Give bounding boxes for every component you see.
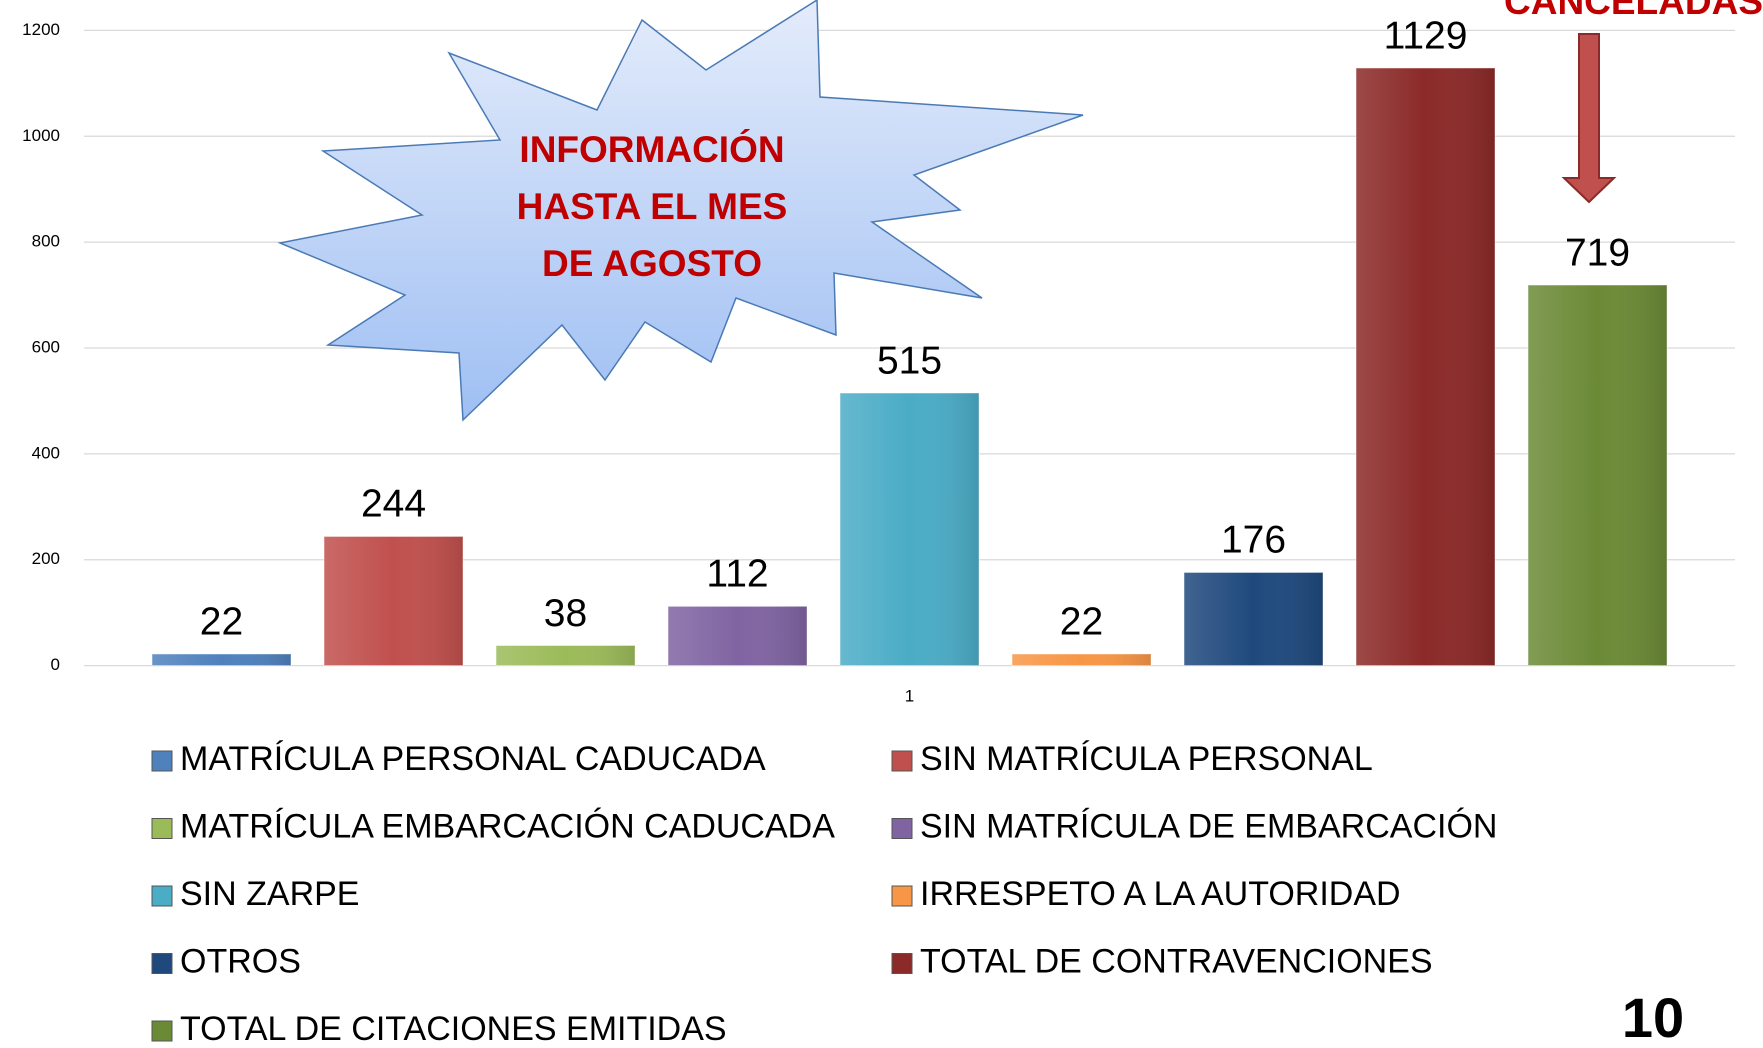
- x-tick-label: 1: [905, 686, 914, 705]
- legend: MATRÍCULA PERSONAL CADUCADA SIN MATRÍCULA…: [151, 740, 1497, 1048]
- arrow-annotation: CANCELADAS: [1504, 0, 1763, 22]
- value-label: 22: [200, 600, 243, 643]
- bar-shine: [152, 653, 291, 666]
- legend-swatch: [891, 818, 913, 839]
- y-tick-label: 1200: [22, 20, 60, 39]
- legend-label: IRRESPETO A LA AUTORIDAD: [920, 875, 1401, 913]
- legend-label: TOTAL DE CITACIONES EMITIDAS: [180, 1010, 727, 1048]
- value-label: 719: [1565, 231, 1630, 274]
- value-label: 22: [1060, 600, 1103, 643]
- legend-label: SIN MATRÍCULA PERSONAL: [920, 740, 1373, 778]
- value-label: 1129: [1384, 14, 1468, 57]
- y-tick-label: 1000: [22, 126, 60, 145]
- legend-label: OTROS: [180, 942, 301, 980]
- legend-swatch: [151, 1020, 173, 1042]
- legend-swatch: [151, 953, 173, 974]
- y-tick-label: 200: [32, 549, 60, 568]
- legend-swatch: [151, 750, 173, 772]
- legend-swatch: [151, 885, 173, 907]
- y-tick-label: 800: [32, 232, 60, 251]
- legend-swatch: [891, 953, 913, 974]
- legend-label: TOTAL DE CONTRAVENCIONES: [920, 942, 1433, 980]
- bars: 22 244 38 112 515 22 176 1129 719: [151, 14, 1668, 667]
- legend-label: SIN MATRÍCULA DE EMBARCACIÓN: [920, 807, 1497, 845]
- legend-swatch: [891, 750, 913, 772]
- value-label: 38: [544, 592, 587, 635]
- arrow: [1561, 33, 1617, 204]
- callout-line: DE AGOSTO: [542, 243, 762, 284]
- legend-label: MATRÍCULA PERSONAL CADUCADA: [180, 740, 766, 778]
- bar-shine: [840, 392, 979, 666]
- legend-label: MATRÍCULA EMBARCACIÓN CADUCADA: [180, 807, 835, 845]
- bar-shine: [496, 645, 635, 666]
- value-label: 515: [877, 339, 942, 382]
- bar-shine: [1528, 285, 1667, 666]
- bar-shine: [668, 606, 807, 666]
- bar-shine: [1184, 572, 1323, 666]
- y-tick-label: 400: [32, 443, 60, 462]
- y-tick-label: 600: [32, 337, 60, 356]
- y-tick-label: 0: [51, 655, 60, 674]
- callout-line: HASTA EL MES: [517, 186, 788, 227]
- page-number: 10: [1622, 986, 1684, 1048]
- legend-swatch: [891, 885, 913, 907]
- bar-shine: [1356, 67, 1495, 666]
- bar-shine: [1012, 653, 1151, 666]
- value-label: 112: [706, 553, 768, 596]
- value-label: 176: [1221, 519, 1286, 562]
- legend-swatch: [151, 818, 173, 839]
- starburst: [277, 0, 1084, 422]
- bar-shine: [324, 536, 463, 666]
- callout-line: INFORMACIÓN: [519, 128, 784, 170]
- legend-label: SIN ZARPE: [180, 875, 359, 913]
- value-label: 244: [361, 483, 426, 526]
